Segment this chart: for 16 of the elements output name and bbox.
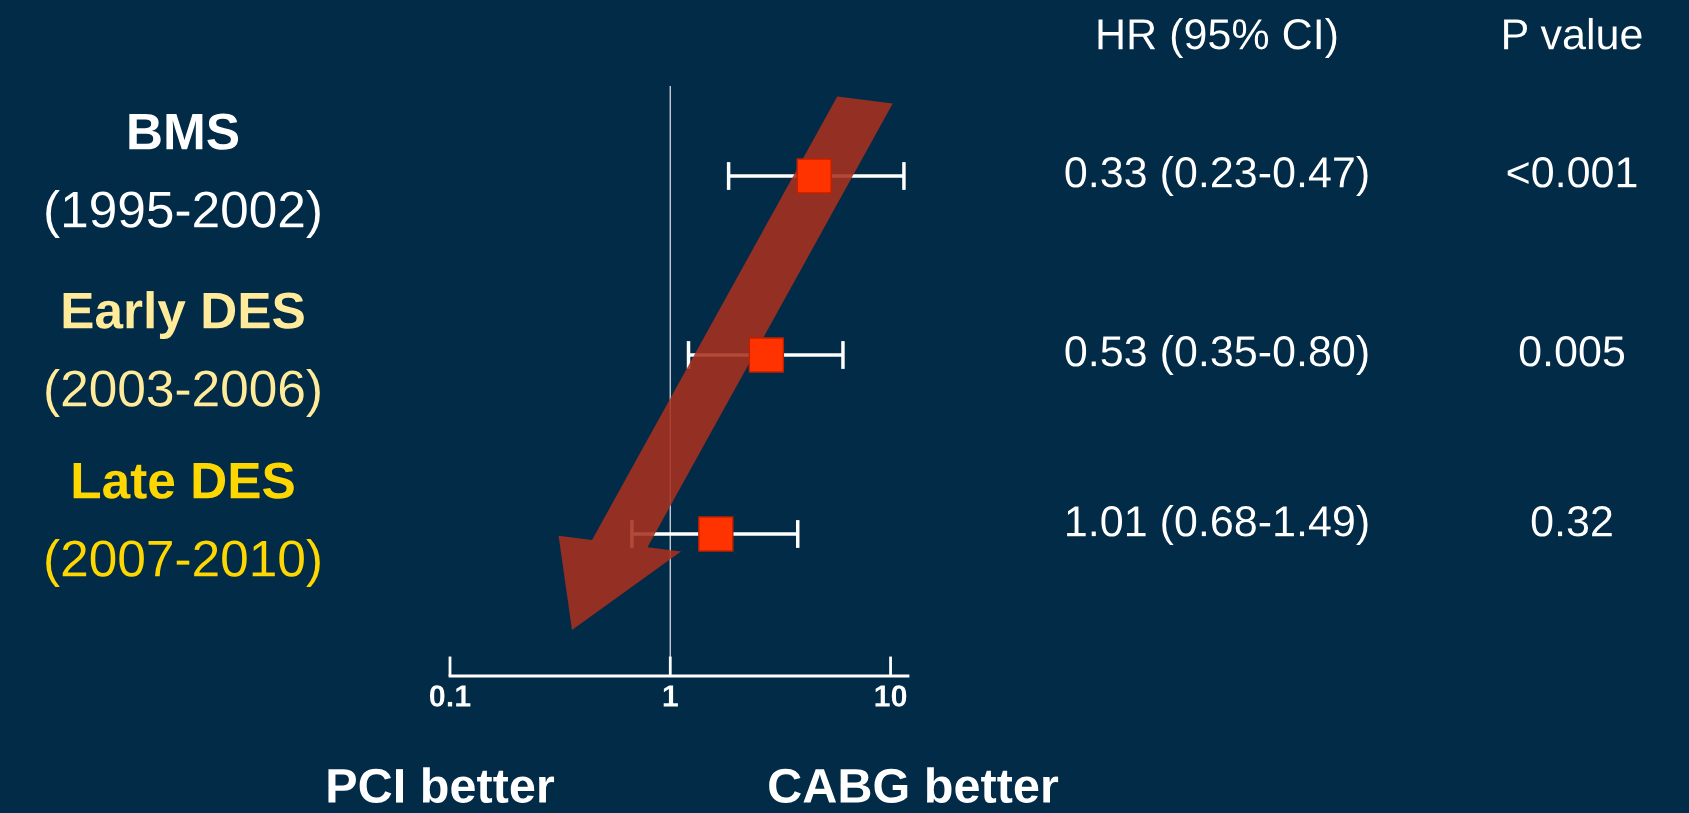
text: HR (95% CI) — [1098, 17, 1337, 59]
y-tick-label: Late DES (2007-2010) — [46, 462, 320, 587]
x-tick-label: 10 — [875, 685, 907, 707]
text: 0.33 (0.23-0.47) — [1065, 155, 1368, 197]
text: PCI better — [328, 767, 555, 804]
text: 1.01 (0.68-1.49) — [1067, 504, 1368, 546]
x-tick-label: 1 — [663, 685, 678, 707]
text: P value — [1504, 17, 1642, 50]
text: 0.53 (0.35-0.80) — [1065, 334, 1368, 376]
text: 0.005 — [1519, 336, 1625, 367]
y-tick-label: BMS (1995-2002) — [46, 113, 320, 238]
x-tick-label: 0.1 — [429, 685, 471, 707]
text: <0.001 — [1507, 157, 1637, 188]
y-tick-label: Early DES (2003-2006) — [46, 291, 320, 417]
text: 0.32 — [1531, 506, 1612, 537]
text: CABG better — [769, 767, 1059, 804]
